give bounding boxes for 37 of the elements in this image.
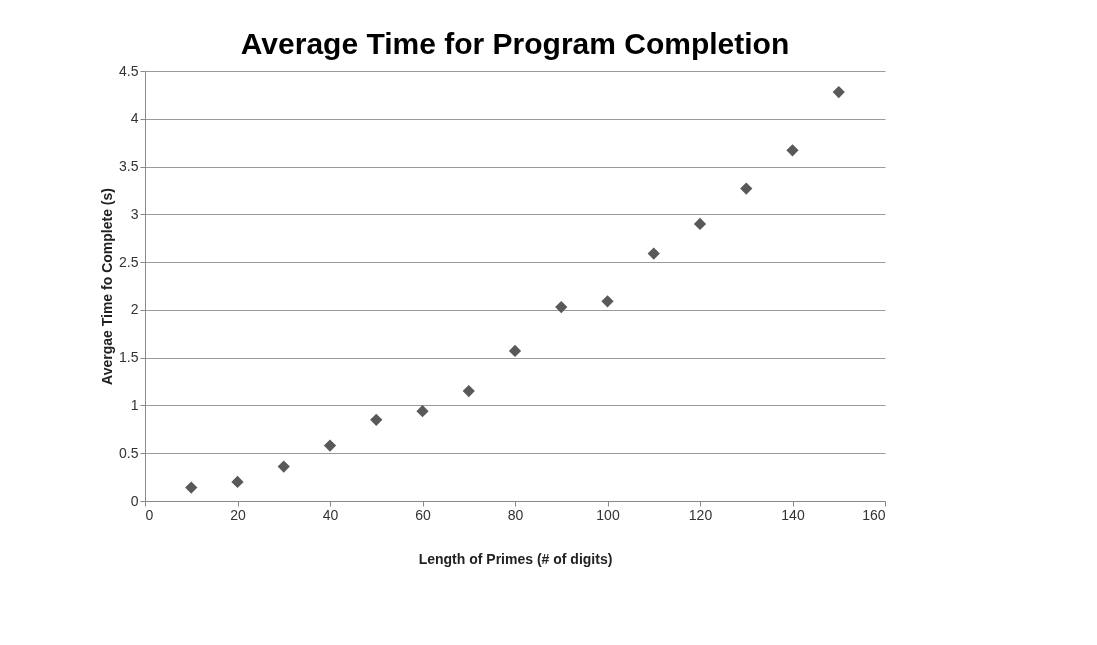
y-tick-label: 0.5 [119,444,139,461]
y-tick-label: 4.5 [119,62,139,79]
y-tick-label: 4 [130,110,139,127]
point [323,439,337,452]
y-tick-label: 1.5 [119,349,139,366]
x-tick-label: 80 [507,506,524,523]
x-tick-label: 100 [596,506,620,523]
point [416,405,429,418]
point [555,300,568,314]
y-tick-label: 0 [130,492,139,509]
point [370,413,383,426]
y-axis-title: Avergae Time fo Complete (s) [99,188,116,385]
x-axis-title: Length of Primes (# of digits) [418,550,613,567]
y-tick-label: 3.5 [119,158,139,175]
point [277,460,290,473]
point [462,384,475,398]
x-tick-label: 160 [862,506,886,523]
point [185,481,198,494]
x-tick-label: 20 [230,506,246,523]
y-tick-label: 2 [130,301,139,318]
x-tick-label: 120 [688,506,713,523]
x-tick-label: 40 [322,506,339,523]
point [647,247,660,260]
point [231,475,244,489]
point [693,217,707,231]
y-tick-label: 3 [130,205,139,222]
x-tick-label: 140 [781,506,805,523]
point [508,344,522,358]
point [832,85,845,99]
point [740,182,753,195]
point [786,144,799,157]
x-tick-label: 60 [415,506,431,523]
point [601,295,614,308]
x-tick-label: 0 [145,506,154,523]
y-tick-label: 2.5 [119,253,139,270]
chart-title: Average Time for Program Completion [240,27,790,60]
y-tick-label: 1 [130,396,139,413]
